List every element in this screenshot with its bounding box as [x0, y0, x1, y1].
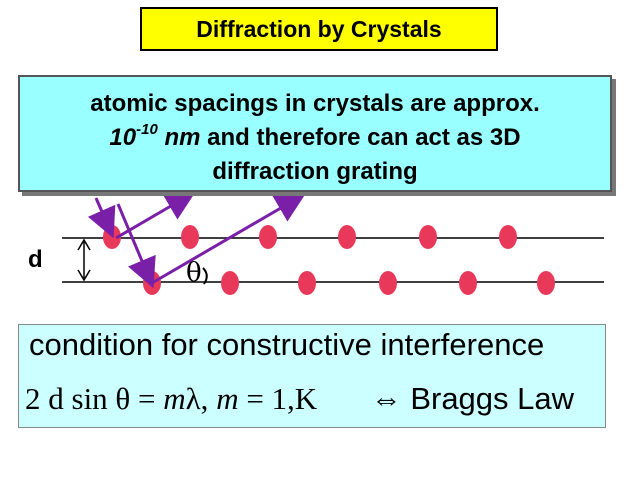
incident-ray-2 [118, 204, 150, 280]
note-unit: nm [164, 124, 200, 151]
atom [181, 225, 199, 249]
theta-angle-label: θ [186, 258, 202, 288]
atom [379, 271, 397, 295]
atom [221, 271, 239, 295]
atom [537, 271, 555, 295]
atom [459, 271, 477, 295]
interference-condition: condition for constructive interference [29, 327, 544, 363]
equation-lhs: 2 d sin θ = [25, 381, 163, 416]
note-number: 10 [109, 124, 136, 151]
note-line-2: 10-10 nm and therefore can act as 3D [20, 121, 610, 155]
atom [298, 271, 316, 295]
incident-ray-1 [96, 198, 110, 230]
note-rest: and therefore can act as 3D [200, 124, 520, 151]
atom [419, 225, 437, 249]
bragg-law-box: condition for constructive interference … [18, 324, 606, 428]
crystal-spacing-note: atomic spacings in crystals are approx. … [18, 75, 612, 192]
note-line-1: atomic spacings in crystals are approx. [20, 87, 610, 121]
atom-row-top [103, 225, 517, 249]
note-exponent: -10 [136, 121, 158, 138]
atom [499, 225, 517, 249]
equation-m: m [163, 381, 185, 416]
d-spacing-label: d [28, 246, 43, 274]
equation-rest: = 1,K [239, 381, 318, 416]
equation-lambda: λ, [186, 381, 217, 416]
braggs-law-label: Braggs Law [402, 381, 574, 416]
reflected-ray-1 [116, 196, 188, 238]
bragg-equation: 2 d sin θ = mλ, m = 1,K ⇔ Braggs Law [25, 381, 574, 417]
double-arrow-icon: ⇔ [371, 381, 402, 416]
equation-m2: m [216, 381, 238, 416]
note-line-3: diffraction grating [20, 155, 610, 189]
atom [338, 225, 356, 249]
atom [259, 225, 277, 249]
